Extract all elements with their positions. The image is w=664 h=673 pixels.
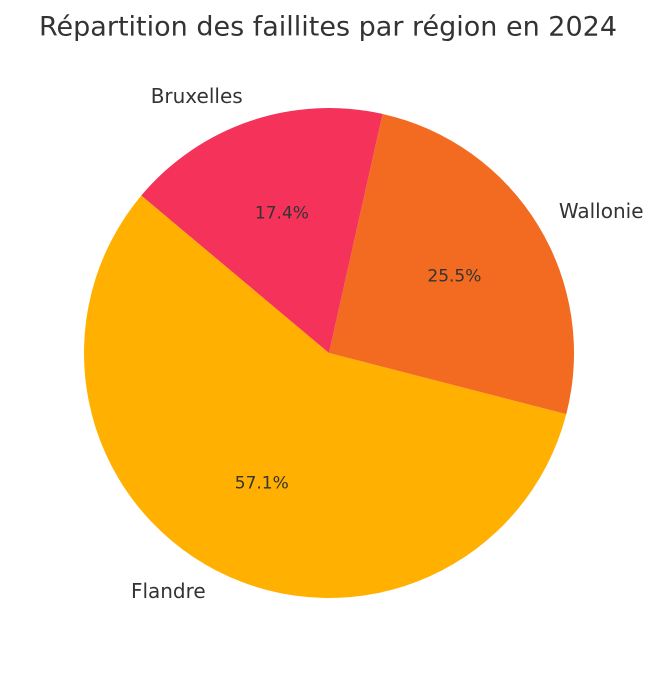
value-label: 57.1% [235, 474, 289, 494]
pie-slice [329, 113, 574, 415]
value-label: 17.4% [255, 204, 309, 224]
pie-slice [83, 195, 567, 599]
slice-label: Wallonie [559, 199, 644, 223]
chart-title: Répartition des faillites par région en … [39, 12, 617, 43]
pie-slice [141, 108, 383, 353]
slice-label: Flandre [131, 579, 206, 603]
value-label: 25.5% [427, 266, 481, 286]
slice-label: Bruxelles [151, 84, 243, 108]
